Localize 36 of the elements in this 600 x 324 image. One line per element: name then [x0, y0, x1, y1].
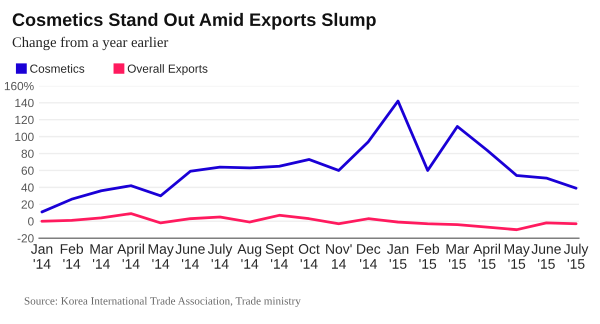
- x-tick-label: June '14: [175, 244, 205, 269]
- y-tick-label: 80: [22, 150, 34, 158]
- x-tick-label: Dec '14: [357, 244, 380, 269]
- y-tick-label: 160%: [4, 82, 34, 90]
- line-series: [40, 100, 578, 214]
- chart-title: Cosmetics Stand Out Amid Exports Slump: [12, 12, 376, 30]
- line-series: [40, 212, 578, 232]
- x-tick-label: Oct '14: [298, 244, 320, 269]
- y-tick-label: -20: [18, 234, 34, 243]
- x-tick-label: Sept '14: [266, 244, 294, 269]
- y-tick-label: 120: [15, 116, 34, 124]
- chart-subtitle: Change from a year earlier: [12, 36, 168, 50]
- x-tick-label: Mar '14: [90, 244, 114, 269]
- x-tick-label: May '15: [504, 244, 530, 269]
- x-tick-label: May '14: [148, 244, 174, 269]
- y-tick-label: 140: [15, 98, 34, 108]
- x-tick-label: Jan '14: [30, 244, 52, 269]
- legend-label: Cosmetics: [30, 64, 84, 73]
- y-tick-label: 20: [22, 200, 34, 209]
- y-tick-label: 60: [22, 166, 34, 175]
- x-tick-label: April '14: [117, 244, 144, 269]
- x-tick-label: Feb '15: [416, 244, 440, 269]
- x-tick-label: Jan '15: [387, 244, 408, 269]
- x-tick-label: Aug '14: [237, 244, 262, 269]
- y-tick-label: 0: [28, 217, 34, 226]
- y-tick-label: 100: [15, 132, 34, 142]
- source-note: Source: Korea International Trade Association, Trade ministry: [24, 296, 301, 307]
- x-tick-label: Mar '15: [446, 244, 470, 269]
- x-tick-label: Nov' 14: [326, 244, 352, 269]
- x-tick-label: July '14: [208, 244, 232, 269]
- x-tick-label: June '15: [532, 244, 561, 269]
- x-tick-label: Feb '14: [60, 244, 84, 269]
- x-tick-label: July '15: [564, 244, 588, 269]
- x-tick-label: April '15: [473, 244, 500, 269]
- legend-label: Overall Exports: [128, 64, 208, 76]
- y-tick-label: 40: [21, 183, 34, 192]
